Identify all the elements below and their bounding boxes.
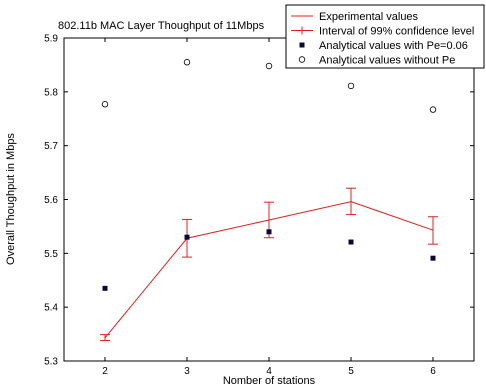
legend-label: Experimental values — [319, 11, 419, 23]
analytical-no-pe-point — [429, 106, 437, 113]
x-tick-label: 4 — [266, 366, 272, 377]
analytical-pe-point — [102, 285, 108, 291]
analytical-no-pe-point — [347, 82, 355, 90]
data-series — [100, 59, 438, 342]
plot-area — [63, 37, 475, 362]
analytical-no-pe-point — [265, 62, 273, 70]
y-tick-label: 5.3 — [44, 357, 58, 368]
y-tick-label: 5.8 — [44, 87, 58, 98]
x-tick-label: 6 — [430, 366, 436, 377]
chart-title: 802.11b MAC Layer Thoughput of 11Mbps — [58, 20, 265, 32]
x-axis-ticks: 2 3 4 5 6 — [102, 38, 436, 377]
legend-label: Analytical values without Pe — [319, 55, 455, 67]
y-tick-label: 5.5 — [44, 249, 58, 260]
legend: Experimental values Interval of 99% confi… — [285, 4, 485, 69]
y-axis-label: Overall Thoughput in Mbps — [5, 133, 17, 265]
x-axis-label: Nomber of stations — [223, 375, 316, 387]
analytical-pe-point — [348, 239, 354, 245]
analytical-pe-point — [266, 229, 272, 235]
legend-swatch-circle — [298, 56, 306, 63]
legend-box — [285, 4, 485, 69]
y-tick-label: 5.9 — [44, 34, 58, 45]
legend-label: Interval of 99% confidence level — [319, 26, 474, 38]
x-tick-label: 2 — [102, 366, 108, 377]
y-tick-label: 5.4 — [44, 303, 58, 314]
analytical-no-pe-point — [183, 59, 191, 66]
y-tick-label: 5.7 — [44, 141, 58, 152]
x-tick-label: 5 — [348, 366, 354, 377]
analytical-pe-point — [184, 234, 190, 240]
x-tick-label: 3 — [184, 366, 190, 377]
y-tick-label: 5.6 — [44, 195, 58, 206]
analytical-pe-point — [430, 255, 436, 261]
y-axis-ticks: 5.3 5.4 5.5 5.6 5.7 5.8 5.9 — [44, 34, 474, 368]
legend-label: Analytical values with Pe=0.06 — [319, 40, 468, 52]
legend-swatch-square — [299, 42, 305, 48]
analytical-no-pe-point — [101, 101, 109, 108]
